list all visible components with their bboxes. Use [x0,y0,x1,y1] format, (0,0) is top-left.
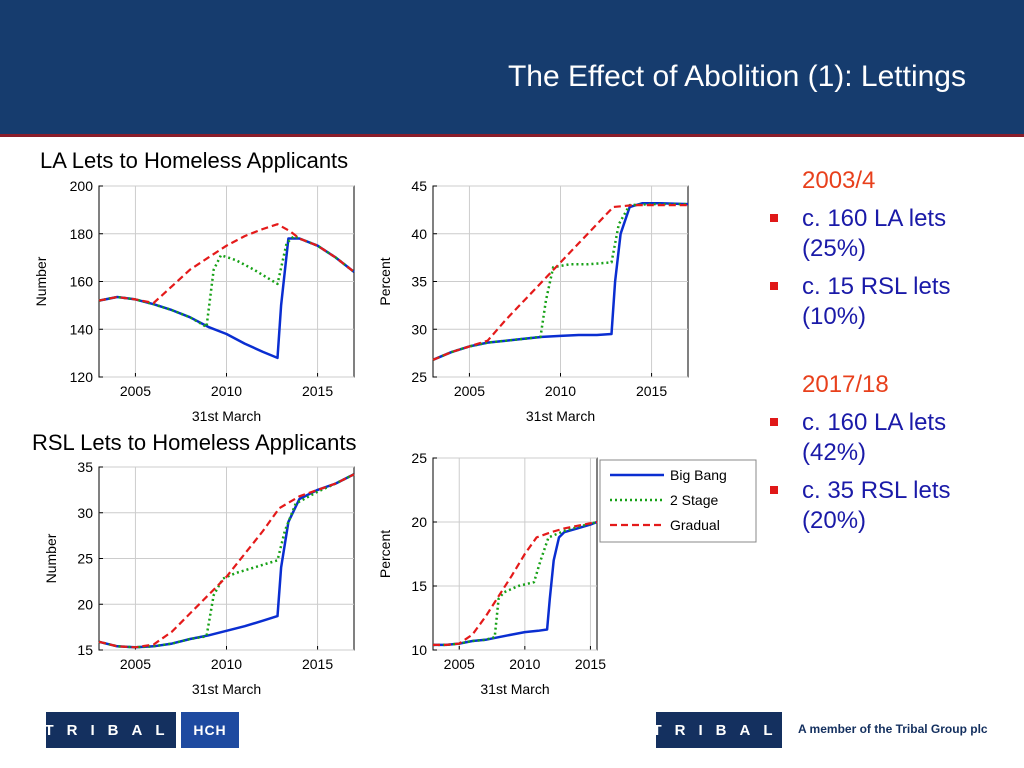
bullet-item: c. 35 RSL lets (20%) [770,476,1010,536]
y-tick-label: 10 [411,642,427,658]
y-tick-label: 120 [70,369,94,385]
year-label-2: 2017/18 [802,371,889,398]
bullet-square-icon [770,418,778,426]
bullet-item: c. 160 LA lets (25%) [770,204,1010,264]
legend-label: 2 Stage [670,492,718,508]
legend-label: Big Bang [670,467,727,483]
bullet-item: c. 160 LA lets (42%) [770,408,1010,468]
y-tick-label: 180 [70,226,94,242]
bullet-square-icon [770,486,778,494]
y-tick-label: 45 [411,178,427,194]
series-line-gradual [432,204,688,361]
x-tick-label: 2010 [211,656,242,672]
series-line-gradual [98,473,355,649]
y-tick-label: 35 [411,274,427,290]
series-line-2-stage [433,520,598,647]
y-axis-label: Percent [377,257,393,305]
series-line-2-stage [98,473,355,649]
x-tick-label: 2005 [120,383,151,399]
y-axis-label: Number [33,256,49,306]
y-tick-label: 20 [77,596,93,612]
year-label-1: 2003/4 [802,167,876,194]
bullet-text: c. 160 LA lets (25%) [802,205,947,262]
bullet-square-icon [770,282,778,290]
plot-frame [432,457,598,651]
y-tick-label: 30 [411,321,427,337]
series-line-2-stage [98,234,355,329]
x-tick-label: 2010 [545,383,576,399]
tribal-logo-right: TRIBAL [653,712,782,748]
bullet-square-icon [770,214,778,222]
x-tick-label: 2015 [575,656,606,672]
y-tick-label: 40 [411,226,427,242]
x-tick-label: 2015 [302,383,333,399]
legend-label: Gradual [670,517,720,533]
bullet-text: c. 15 RSL lets (10%) [802,273,951,330]
series-line-gradual [98,223,355,305]
y-tick-label: 30 [77,505,93,521]
banner-divider [0,134,1024,137]
x-tick-label: 2015 [636,383,667,399]
y-tick-label: 20 [411,514,427,530]
rsl-section-title: RSL Lets to Homeless Applicants [32,430,357,455]
y-tick-label: 15 [411,578,427,594]
x-axis-label: 31st March [192,681,261,697]
y-tick-label: 200 [70,178,94,194]
title-banner [0,0,1024,134]
y-tick-label: 35 [77,459,93,475]
bullet-text: c. 160 LA lets (42%) [802,409,947,466]
x-axis-label: 31st March [192,408,261,424]
y-tick-label: 25 [411,369,427,385]
series-line-big-bang [98,473,355,649]
y-axis-label: Percent [377,530,393,578]
member-text: A member of the Tribal Group plc [798,722,988,736]
x-tick-label: 2015 [302,656,333,672]
y-tick-label: 160 [70,274,94,290]
x-tick-label: 2005 [120,656,151,672]
la-section-title: LA Lets to Homeless Applicants [40,148,349,173]
x-axis-label: 31st March [526,408,595,424]
x-axis-label: 31st March [480,681,549,697]
x-tick-label: 2010 [509,656,540,672]
y-axis-label: Number [43,533,59,583]
series-line-gradual [433,520,598,647]
bullet-panel: 2003/4 c. 160 LA lets (25%) c. 15 RSL le… [770,166,1010,536]
y-tick-label: 140 [70,321,94,337]
bullet-item: c. 15 RSL lets (10%) [770,272,1010,332]
x-tick-label: 2010 [211,383,242,399]
tribal-logo: TRIBAL [45,712,176,748]
hch-logo: HCH [181,712,239,748]
y-tick-label: 25 [77,551,93,567]
x-tick-label: 2005 [454,383,485,399]
y-tick-label: 25 [411,450,427,466]
series-line-2-stage [432,202,688,361]
slide-title: The Effect of Abolition (1): Lettings [507,60,966,93]
x-tick-label: 2005 [444,656,475,672]
y-tick-label: 15 [77,642,93,658]
bullet-text: c. 35 RSL lets (20%) [802,477,951,534]
